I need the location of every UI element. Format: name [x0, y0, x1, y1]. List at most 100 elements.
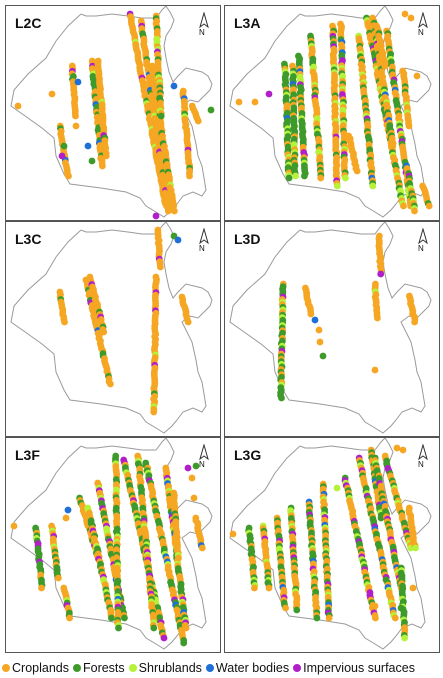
sample-point	[371, 602, 379, 610]
sample-point	[72, 122, 80, 130]
north-arrow-icon: N	[415, 12, 431, 42]
map-canvas	[229, 6, 433, 218]
north-arrow-icon: N	[196, 12, 212, 42]
panel-label: L3D	[234, 231, 261, 247]
sample-point	[61, 318, 68, 326]
sample-point	[333, 182, 341, 190]
sample-point	[171, 207, 178, 215]
legend-label: Croplands	[12, 661, 69, 675]
sample-point	[100, 328, 108, 336]
shrublands-dot-icon	[128, 664, 137, 672]
sample-point	[399, 446, 407, 454]
sample-point	[62, 514, 70, 522]
sample-point	[412, 544, 419, 552]
legend-item-shrublands: Shrublands	[128, 661, 202, 675]
sample-point	[108, 614, 115, 622]
sample-point	[107, 380, 114, 388]
sample-point	[157, 112, 165, 120]
panel-label: L2C	[15, 15, 42, 31]
sample-point	[182, 624, 190, 632]
sample-point	[316, 338, 324, 346]
map-canvas	[229, 222, 432, 434]
sample-point	[235, 98, 243, 106]
sample-point	[333, 484, 341, 492]
sample-point	[188, 474, 196, 482]
sample-point	[282, 604, 289, 612]
sample-point	[150, 408, 158, 416]
map-panel-l3f: L3F N	[5, 437, 221, 653]
sample-point	[64, 506, 72, 514]
sample-point	[265, 90, 273, 98]
forests-dot-icon	[72, 664, 81, 672]
sample-point	[313, 614, 321, 622]
sample-point	[325, 614, 333, 622]
north-arrow-label: N	[199, 244, 205, 253]
sample-point	[99, 162, 106, 170]
province-boundary	[10, 222, 213, 434]
sample-point	[60, 142, 68, 150]
sample-point	[190, 494, 198, 502]
water-bodies-dot-icon	[205, 664, 214, 672]
sample-point	[311, 316, 319, 324]
panel-label: L3C	[15, 231, 42, 247]
sample-point	[175, 554, 182, 562]
map-legend: Croplands Forests Shrublands Water bodie…	[2, 659, 443, 677]
sample-point	[285, 174, 293, 182]
sample-point	[409, 584, 417, 592]
sample-point	[369, 182, 377, 190]
sample-point	[121, 614, 128, 622]
legend-label: Shrublands	[138, 661, 202, 675]
sample-point	[317, 174, 325, 182]
map-canvas	[10, 222, 213, 434]
north-arrow-label: N	[418, 244, 424, 253]
sample-point	[391, 614, 399, 622]
sample-point	[184, 464, 192, 472]
province-boundary	[229, 438, 432, 650]
sample-point	[84, 142, 92, 150]
panel-label: L3A	[234, 15, 261, 31]
sample-point	[411, 318, 418, 326]
province-boundary	[10, 6, 213, 218]
map-canvas	[10, 438, 213, 650]
sample-point	[186, 172, 193, 180]
sample-point	[66, 614, 73, 622]
sample-point	[192, 462, 200, 470]
sample-point	[425, 202, 433, 210]
legend-item-impervious-surfaces: Impervious surfaces	[293, 661, 415, 675]
sample-point	[48, 90, 56, 98]
legend-item-croplands: Croplands	[2, 661, 69, 675]
sample-point	[157, 263, 164, 271]
sample-point	[229, 530, 237, 538]
sample-point	[293, 606, 301, 614]
sample-point	[389, 142, 397, 150]
sample-point	[194, 117, 202, 125]
impervious-surfaces-dot-icon	[293, 664, 302, 672]
sample-point	[411, 207, 418, 215]
sample-point	[405, 122, 413, 130]
sample-point	[14, 102, 22, 110]
sample-point	[413, 72, 421, 80]
sample-point	[393, 444, 401, 452]
sample-point	[180, 639, 188, 647]
panel-label: L3F	[15, 447, 40, 463]
map-panel-l3g: L3G N	[224, 437, 440, 653]
legend-label: Impervious surfaces	[303, 661, 415, 675]
sample-point	[292, 172, 299, 180]
north-arrow-label: N	[199, 28, 205, 37]
sample-point	[353, 167, 361, 175]
croplands-dot-icon	[2, 664, 10, 672]
sample-point	[307, 310, 315, 318]
sample-point	[265, 584, 273, 592]
sample-point	[401, 634, 408, 642]
legend-label: Forests	[82, 661, 125, 675]
sample-point	[74, 78, 82, 86]
sample-point	[115, 624, 122, 632]
sample-point	[372, 614, 379, 622]
sample-point	[72, 112, 79, 120]
legend-item-water-bodies: Water bodies	[205, 661, 289, 675]
sample-point	[407, 14, 415, 22]
map-panel-l3d: L3D N	[224, 221, 440, 437]
sample-point	[301, 172, 308, 180]
sample-point	[377, 270, 385, 278]
legend-item-forests: Forests	[72, 661, 125, 675]
